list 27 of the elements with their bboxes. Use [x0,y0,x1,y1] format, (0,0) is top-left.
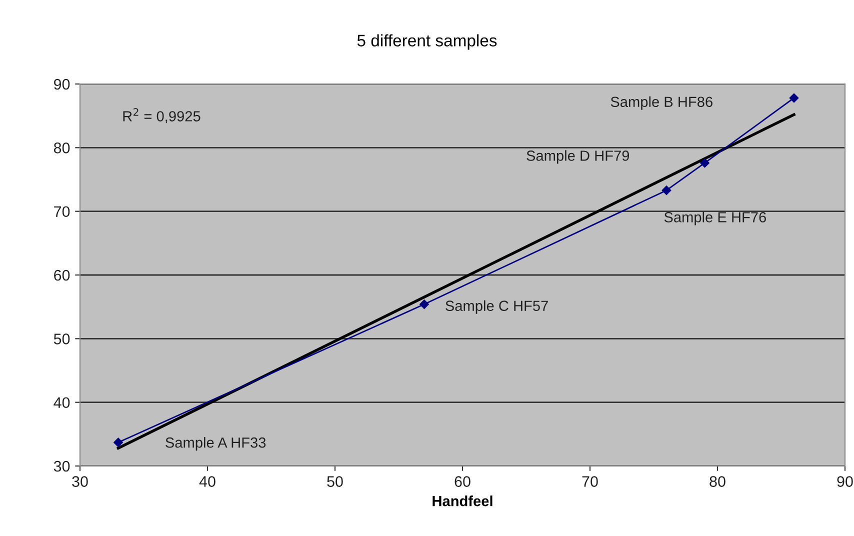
x-tick-label: 50 [327,476,343,487]
y-tick-label: 40 [54,397,70,408]
y-tick-label: 30 [54,460,70,472]
x-tick-label: 70 [582,476,598,487]
annotation: Sample D HF79 [526,150,630,164]
point [700,158,710,168]
y-tick-label: 70 [54,206,70,218]
annotation: R$^{2}$ = 0,9925 [123,108,200,124]
x-tick-label: 80 [710,476,726,487]
y-tick-label: 90 [54,78,70,90]
annotation: Sample A HF33 [166,437,266,451]
y-tick-label: 80 [54,142,70,154]
point [662,186,672,195]
annotation: Sample E HF76 [664,212,766,226]
x-tick-label: 40 [199,476,216,487]
x-axis-title: Handfeel [432,496,492,506]
x-tick-label: 60 [454,476,470,487]
annotation: Sample C HF57 [446,300,548,314]
point [420,300,429,309]
x-tick-label: 30 [72,476,88,487]
point [789,93,799,103]
y-tick-label: 50 [54,334,70,344]
annotation: Sample B HF86 [610,96,712,110]
x-tick-label: 90 [837,476,853,487]
chart-title: 5 different samples [357,34,497,50]
point [114,438,123,448]
y-tick-label: 60 [54,270,70,281]
